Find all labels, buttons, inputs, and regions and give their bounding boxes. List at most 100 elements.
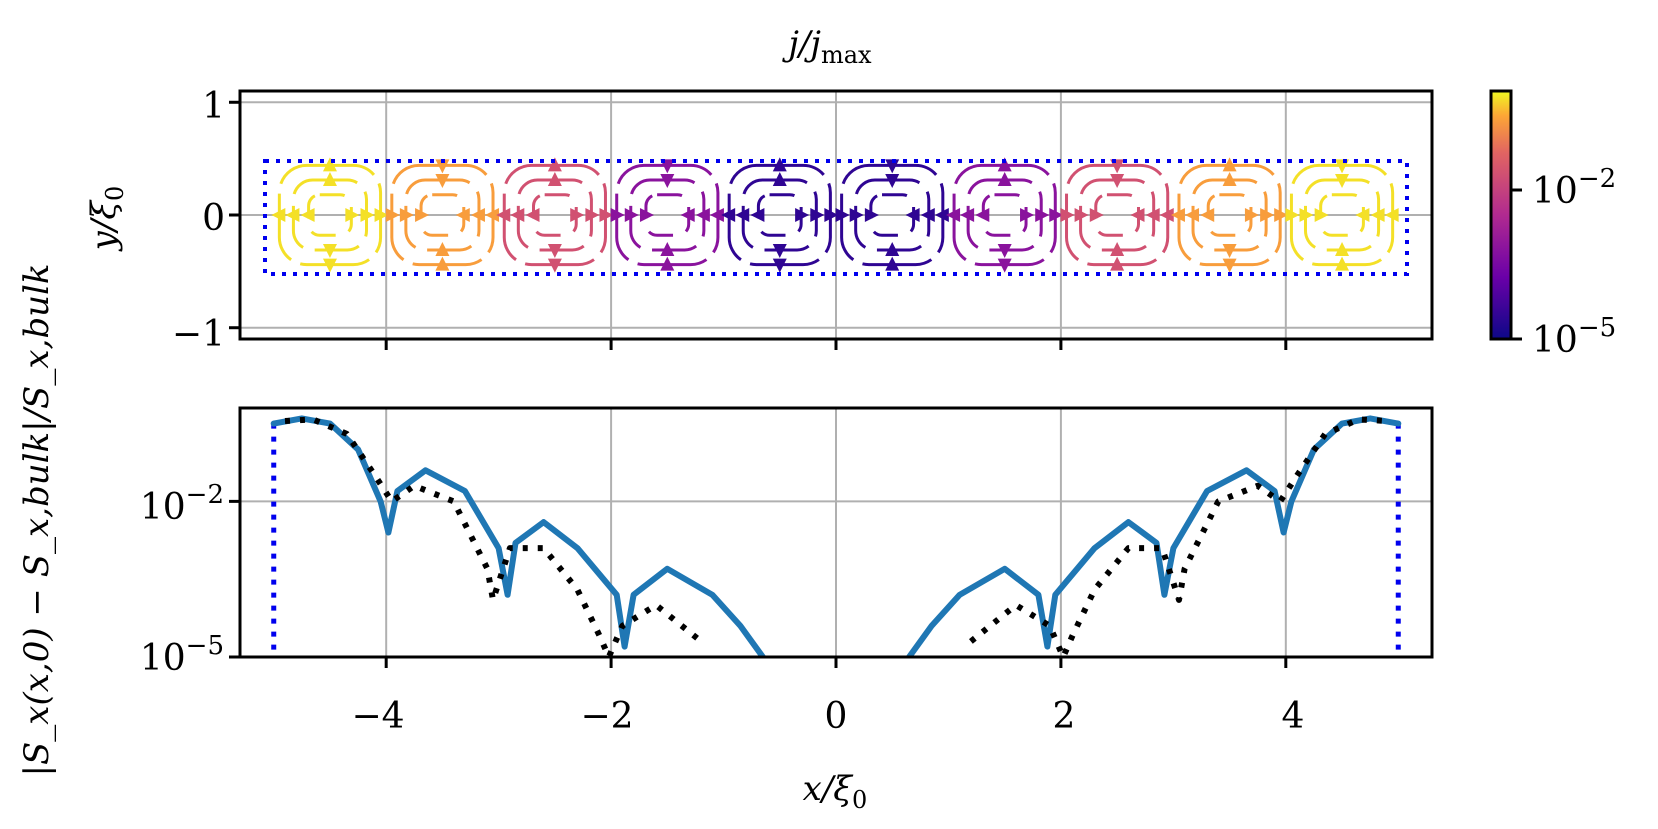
x-tick-label: −2: [580, 696, 633, 737]
streamline-arrow: [547, 258, 562, 273]
streamline-arrow: [1222, 172, 1237, 187]
streamline-arrow: [660, 241, 675, 256]
streamline-arrow: [374, 208, 389, 222]
streamline-arrow: [795, 208, 810, 222]
dotted-series-line: [969, 416, 1388, 657]
streamline-arrow: [435, 256, 450, 271]
vortex-cell: [496, 157, 614, 273]
streamline-arrow: [455, 208, 470, 222]
streamline-arrow: [1244, 208, 1259, 222]
streamline-arrow: [1200, 208, 1215, 222]
streamline-arrow: [510, 208, 525, 222]
vortex-cell: [271, 157, 389, 273]
streamline-arrow: [345, 208, 360, 222]
vortex-cell: [1060, 159, 1174, 271]
top-region-boundary: [263, 159, 1409, 276]
streamline-arrow: [824, 208, 839, 222]
streamline-arrow: [997, 157, 1012, 172]
x-tick-label: 2: [1053, 696, 1076, 737]
vortex-cell: [946, 157, 1064, 273]
streamline-arrow: [1110, 256, 1125, 271]
streamline-arrow: [997, 243, 1012, 258]
streamline-arrow: [1274, 208, 1289, 222]
colorbar: [1489, 89, 1513, 341]
streamline-arrow: [435, 159, 450, 174]
colorbar-tick-label: 10−5: [1532, 313, 1616, 361]
streamline-arrow: [610, 208, 625, 222]
vortex-cell: [721, 157, 839, 273]
streamline-arrow: [1145, 208, 1160, 222]
streamline-arrow: [934, 208, 949, 222]
streamline-arrow: [946, 208, 961, 222]
streamline-arrow: [772, 243, 787, 258]
streamline-arrow: [300, 208, 315, 222]
streamline-arrow: [271, 208, 286, 222]
y-tick-label: −1: [172, 314, 225, 355]
streamline-arrow: [1035, 208, 1050, 222]
streamline-arrow: [1222, 157, 1237, 172]
y-tick-label: 10−2: [140, 480, 224, 528]
streamline-arrow: [435, 241, 450, 256]
streamline-arrow: [285, 208, 300, 222]
streamline-arrow: [1074, 208, 1089, 222]
streamline-arrow: [835, 208, 850, 222]
streamline-arrow: [1299, 208, 1314, 222]
streamline-arrow: [660, 174, 675, 189]
solid-series-line: [906, 415, 1402, 657]
streamline-arrow: [1222, 258, 1237, 273]
streamline-arrow: [322, 243, 337, 258]
streamline-arrow: [547, 157, 562, 172]
streamline-arrow: [322, 157, 337, 172]
streamline-arrow: [695, 208, 710, 222]
streamline-arrow: [1335, 241, 1350, 256]
streamline-arrow: [660, 256, 675, 271]
streamline-arrow: [997, 258, 1012, 273]
x-axis-label: x/ξ0: [803, 769, 868, 814]
vortex-cell: [610, 159, 724, 271]
streamline-arrow: [385, 208, 400, 222]
colorbar-tick-label: 10−2: [1532, 164, 1616, 212]
streamline-arrow: [810, 208, 825, 222]
bottom-panel-series: [270, 415, 1402, 657]
streamline-arrow: [585, 208, 600, 222]
x-tick-label: 0: [825, 696, 848, 737]
streamline-arrow: [905, 208, 920, 222]
streamline-arrow: [1314, 208, 1329, 222]
streamline-arrow: [997, 172, 1012, 187]
streamline-arrow: [1130, 208, 1145, 222]
bottom-y-axis-label: |S_x(x,0) − S_x,bulk|/S_x,bulk: [17, 264, 57, 777]
streamline-arrow: [885, 174, 900, 189]
streamline-arrow: [1049, 208, 1064, 222]
streamline-arrow: [1159, 208, 1174, 222]
streamline-arrow: [485, 208, 500, 222]
streamline-arrow: [1355, 208, 1370, 222]
streamline-arrow: [975, 208, 990, 222]
streamline-arrow: [1222, 243, 1237, 258]
streamline-arrow: [322, 258, 337, 273]
y-tick-label: 0: [202, 198, 225, 239]
streamline-arrow: [885, 256, 900, 271]
streamline-arrow: [547, 172, 562, 187]
streamline-arrow: [399, 208, 414, 222]
streamline-arrow: [864, 208, 879, 222]
streamline-arrow: [547, 243, 562, 258]
streamline-arrow: [1335, 174, 1350, 189]
bottom-panel-ticks: [229, 499, 1288, 668]
x-tick-label: 4: [1282, 696, 1305, 737]
streamline-arrow: [680, 208, 695, 222]
top-y-axis-label: y/ξ0: [84, 186, 129, 253]
streamline-arrow: [1060, 208, 1075, 222]
streamline-arrow: [1384, 208, 1399, 222]
streamline-arrow: [920, 208, 935, 222]
streamline-arrow: [1170, 208, 1185, 222]
streamline-arrow: [709, 208, 724, 222]
streamline-arrow: [772, 258, 787, 273]
vortex-cell: [385, 159, 500, 271]
streamline-arrow: [1260, 208, 1275, 222]
streamline-arrow: [735, 208, 750, 222]
top-panel-ticks: [229, 100, 1288, 350]
streamline-arrow: [960, 208, 975, 222]
vortex-cell: [835, 159, 949, 271]
solid-series-line: [270, 415, 766, 657]
